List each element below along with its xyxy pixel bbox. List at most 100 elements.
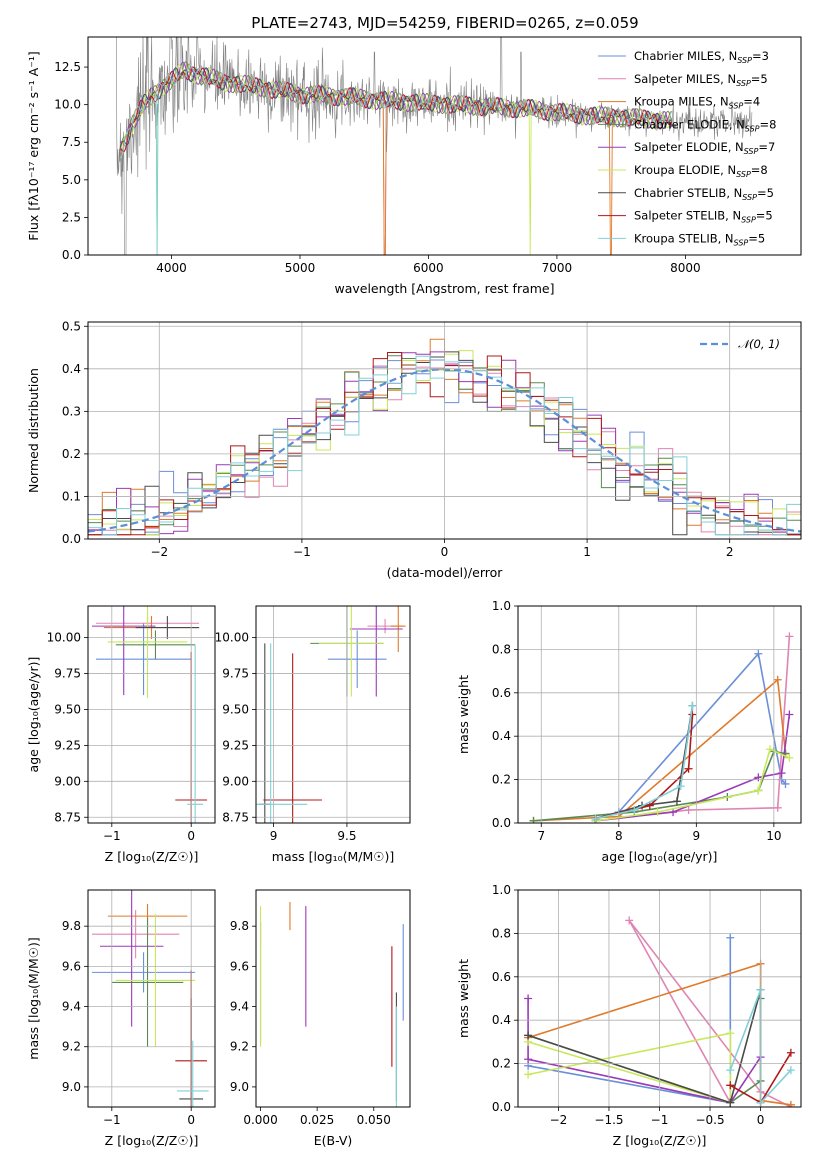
mass-weight-point <box>726 1081 735 1090</box>
spectrum-model-line <box>119 67 673 149</box>
mass-weight-point <box>524 1070 533 1079</box>
mass-weight-point <box>785 753 794 762</box>
spectrum-ytick-label: 10.0 <box>54 98 81 112</box>
mass_vs_EBV-ytick-label: 9.6 <box>230 959 249 973</box>
mass_vs_EBV-xtick-label: 0.000 <box>243 1113 277 1127</box>
residuals-frame <box>87 321 802 540</box>
spectrum-ytick-label: 12.5 <box>54 60 81 74</box>
age_vs_Z-ytick-label: 9.00 <box>54 774 81 788</box>
mass_vs_EBV-ytick-label: 9.4 <box>230 1000 249 1014</box>
mass-weight-point <box>684 805 693 814</box>
spectrum-xtick-label: 5000 <box>285 261 316 275</box>
mass-weight-point <box>524 994 533 1003</box>
residuals-xtick-label: −1 <box>293 545 311 559</box>
mass-weight-point <box>754 649 763 658</box>
mass_weight_vs_age-ytick-label: 0.8 <box>492 642 511 656</box>
mass_vs_Z-xlabel: Z [log₁₀(Z/Z☉)] <box>105 1133 199 1148</box>
mass_weight_vs_Z-xtick-label: 0 <box>757 1113 765 1127</box>
mass-weight-point <box>653 808 662 817</box>
age_vs_mass-panel: 9 9.5 8.75 9.00 9.25 9.50 9.75 10.00 mass [log₁₀… <box>215 605 411 864</box>
residuals-ylabel: Normed distribution <box>26 368 41 493</box>
residuals-xtick-label: 2 <box>726 545 734 559</box>
mass-weight-point <box>773 803 782 812</box>
mass_weight_vs_age-panel: 7 8 9 10 0.0 0.2 0.4 0.6 0.8 1.0 age [log₁₀(age/yr… <box>456 599 802 864</box>
mass-weight-line <box>628 919 792 1107</box>
mass_weight_vs_age-ytick-label: 0.0 <box>492 816 511 830</box>
mass_weight_vs_age-ytick-label: 0.2 <box>492 773 511 787</box>
mass_weight_vs_Z-ytick-label: 1.0 <box>492 883 511 897</box>
age_vs_Z-panel: −1 0 8.75 9.00 9.25 9.50 9.75 10.00 Z [log₁₀(Z/Z… <box>26 605 216 864</box>
spectrum-legend-entry: Chabrier STELIB, NSSP=5 <box>634 186 774 202</box>
mass-weight-point <box>630 805 639 814</box>
spectrum-xlabel: wavelength [Angstrom, rest frame] <box>334 281 554 296</box>
mass_weight_vs_age-ytick-label: 0.6 <box>492 686 511 700</box>
mass_vs_EBV-xlabel: E(B-V) <box>314 1133 353 1148</box>
mass_weight_vs_age-xtick-label: 9 <box>693 829 701 843</box>
residuals-xtick-label: −2 <box>150 545 168 559</box>
spectrum-ytick-label: 0.0 <box>62 248 81 262</box>
spectrum-model-line <box>119 64 673 255</box>
spectrum-panel: 4000 5000 6000 7000 8000 0.0 2.5 5.0 7.5 10.0 12.5… <box>26 36 802 296</box>
mass-weight-point <box>684 764 693 773</box>
mass_weight_vs_Z-xtick-label: −1 <box>651 1113 669 1127</box>
mass_weight_vs_age-ylabel: mass weight <box>456 675 471 754</box>
spectrum-legend-entry: Salpeter STELIB, NSSP=5 <box>634 209 773 225</box>
residuals-ytick-label: 0.1 <box>62 489 81 503</box>
mass_vs_Z-xtick-label: 0 <box>187 1113 195 1127</box>
spectrum-xtick-label: 4000 <box>156 261 187 275</box>
age_vs_mass-ytick-label: 8.75 <box>222 810 249 824</box>
residuals-ytick-label: 0.2 <box>62 447 81 461</box>
mass_vs_EBV-xtick-label: 0.050 <box>357 1113 391 1127</box>
mass_vs_Z-ytick-label: 9.0 <box>62 1080 81 1094</box>
mass_weight_vs_Z-xlabel: Z [log₁₀(Z/Z☉)] <box>613 1133 707 1148</box>
spectrum-xtick-label: 7000 <box>542 261 573 275</box>
mass_vs_Z-ylabel: mass [log₁₀(M/M☉)] <box>26 937 41 1059</box>
mass-weight-point <box>773 675 782 684</box>
spectrum-ylabel: Flux [fλ10⁻¹⁷ erg cm⁻² s⁻¹ A⁻¹] <box>26 51 41 240</box>
mass_vs_EBV-panel: 0.000 0.025 0.050 9.0 9.2 9.4 9.6 9.8 E(B-V) <box>230 889 411 1148</box>
age_vs_Z-ytick-label: 9.50 <box>54 702 81 716</box>
mass_vs_Z-ytick-label: 9.2 <box>62 1040 81 1054</box>
mass_vs_Z-frame <box>87 889 216 1108</box>
mass-weight-point <box>781 779 790 788</box>
spectrum-ytick-label: 5.0 <box>62 173 81 187</box>
spectrum-legend-entry: Kroupa MILES, NSSP=4 <box>634 95 760 111</box>
mass_vs_EBV-xtick-label: 0.025 <box>300 1113 334 1127</box>
mass-weight-point <box>765 745 774 754</box>
spectrum-legend-entry: Salpeter MILES, NSSP=5 <box>634 72 768 88</box>
mass-weight-point <box>726 1098 735 1107</box>
mass_weight_vs_age-ytick-label: 0.4 <box>492 729 511 743</box>
age_vs_mass-ytick-label: 9.75 <box>222 667 249 681</box>
mass_weight_vs_Z-xtick-label: −2 <box>550 1113 568 1127</box>
age_vs_mass-ytick-label: 9.50 <box>222 702 249 716</box>
mass_vs_EBV-ytick-label: 9.2 <box>230 1040 249 1054</box>
mass_weight_vs_age-frame <box>517 605 802 824</box>
mass-weight-point <box>786 1048 795 1057</box>
residuals-panel: −2 −1 0 1 2 0.0 0.1 0.2 0.3 0.4 0.5 (data-model)/er… <box>26 319 802 580</box>
mass-weight-line <box>527 998 762 1104</box>
spectrum-plot-area <box>116 37 753 255</box>
mass-weight-point <box>786 1100 795 1107</box>
mass-weight-point <box>786 1066 795 1075</box>
mass-weight-point <box>777 769 786 778</box>
mass-weight-point <box>625 916 634 925</box>
age_vs_mass-xtick-label: 9 <box>270 829 278 843</box>
mass_weight_vs_Z-ylabel: mass weight <box>456 959 471 1038</box>
mass_weight_vs_Z-ytick-label: 0.4 <box>492 1013 511 1027</box>
mass-weight-point <box>726 933 735 942</box>
mass_weight_vs_Z-ytick-label: 0.8 <box>492 926 511 940</box>
age_vs_mass-xlabel: mass [log₁₀(M/M☉)] <box>272 849 394 864</box>
spectrum-legend-entry: Chabrier ELODIE, NSSP=8 <box>634 117 776 133</box>
mass-weight-point <box>754 786 763 795</box>
mass_vs_Z-ytick-label: 9.8 <box>62 919 81 933</box>
mass-weight-point <box>785 710 794 719</box>
spectrum-frame <box>87 36 802 256</box>
age_vs_Z-ytick-label: 9.25 <box>54 738 81 752</box>
age_vs_mass-xtick-label: 9.5 <box>337 829 356 843</box>
mass_weight_vs_Z-ytick-label: 0.0 <box>492 1100 511 1114</box>
spectrum-legend-entry: Kroupa STELIB, NSSP=5 <box>634 231 765 247</box>
mass-weight-point <box>529 816 538 823</box>
spectrum-legend: Chabrier MILES, NSSP=3 Salpeter MILES, NS… <box>598 49 776 247</box>
mass-weight-point <box>672 797 681 806</box>
